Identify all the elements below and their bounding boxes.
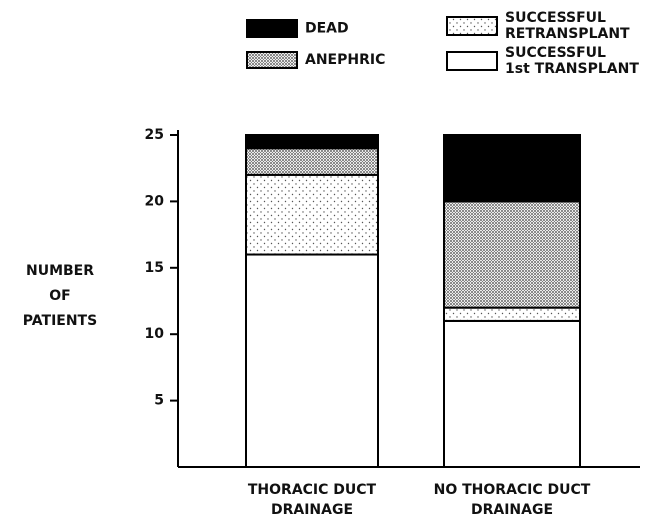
legend-label: DEAD (305, 21, 349, 37)
bar-segment (443, 306, 581, 322)
x-tick-label: DRAINAGE (471, 502, 553, 516)
x-tick-label: NO THORACIC DUCT (434, 482, 591, 498)
y-axis-label: PATIENTS (23, 313, 97, 329)
y-tick-label: 15 (145, 260, 164, 276)
x-tick-label: DRAINAGE (271, 502, 353, 516)
legend-swatch (446, 51, 498, 71)
legend-swatch (246, 19, 298, 38)
y-axis-label: OF (49, 288, 70, 304)
bar-segment (443, 200, 581, 309)
legend-swatch (446, 16, 498, 36)
y-tick-label: 25 (145, 127, 164, 143)
legend-swatch (246, 51, 298, 69)
legend-label: 1st TRANSPLANT (505, 61, 639, 77)
bar-segment (245, 173, 379, 256)
legend-label: ANEPHRIC (305, 52, 385, 68)
y-axis-label: NUMBER (26, 263, 94, 279)
bar-segment (245, 147, 379, 176)
y-tick-label: 10 (145, 326, 165, 342)
bar-segment (443, 319, 581, 469)
y-tick-label: 20 (145, 193, 165, 209)
bar-segment (245, 253, 379, 468)
bar-segment (443, 134, 581, 203)
y-tick-label: 5 (154, 393, 164, 409)
legend-label: SUCCESSFUL (505, 10, 606, 26)
x-tick-label: THORACIC DUCT (248, 482, 377, 498)
legend-label: SUCCESSFUL (505, 45, 606, 61)
bar-segment (245, 134, 379, 150)
legend-label: RETRANSPLANT (505, 26, 630, 42)
